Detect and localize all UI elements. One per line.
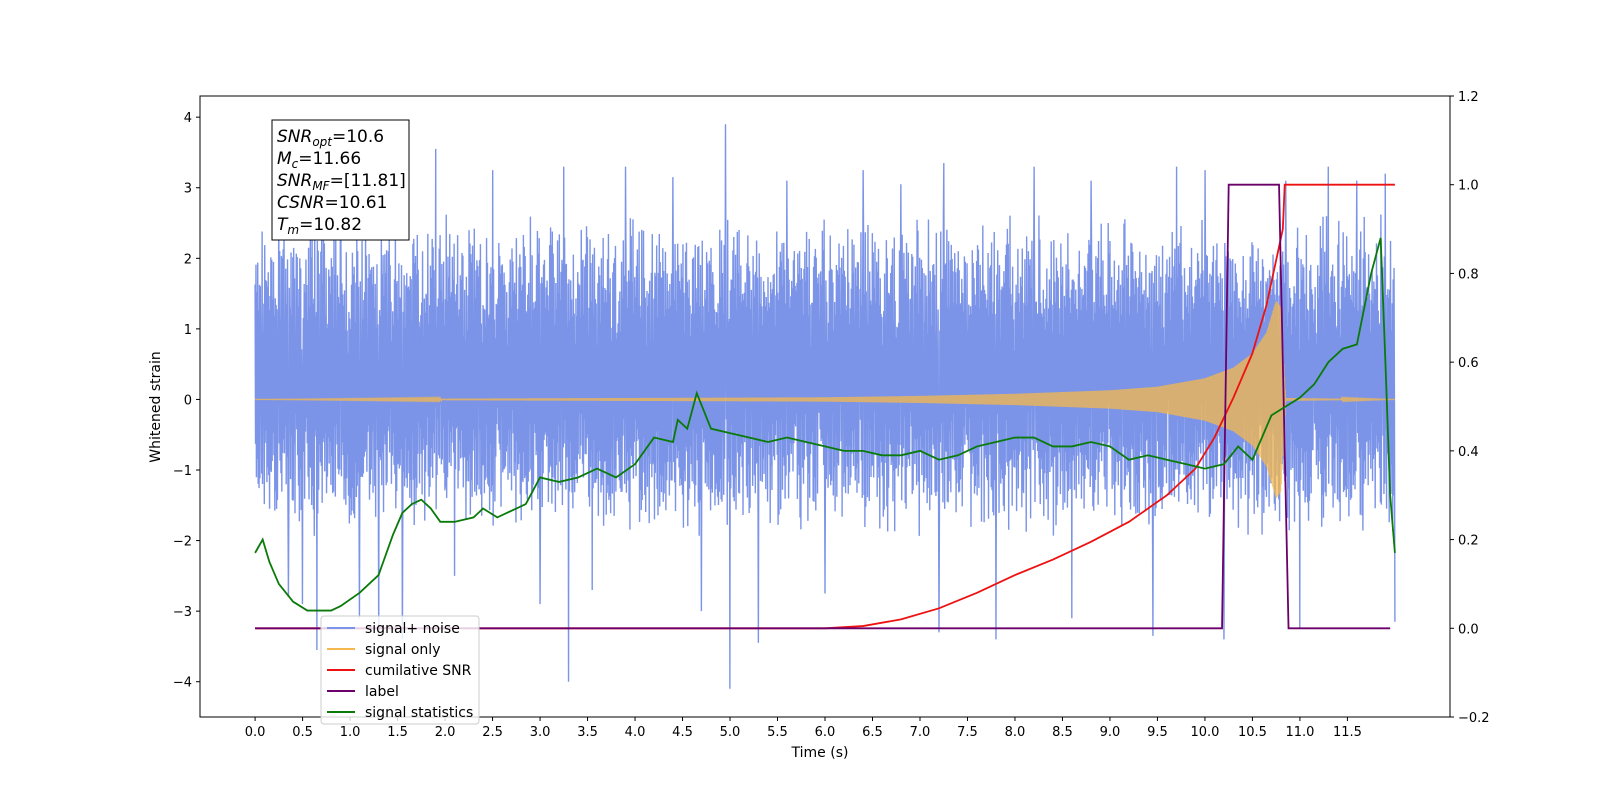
y-right-tick-label: 0.0 <box>1458 622 1479 637</box>
info-line: CSNR=10.61 <box>277 193 387 213</box>
y-left-tick-label: 3 <box>184 182 192 197</box>
x-tick-label: 0.5 <box>292 725 313 740</box>
info-box: SNRopt=10.6Mc=11.66SNRMF=[11.81]CSNR=10.… <box>271 119 410 241</box>
x-tick-label: 11.0 <box>1285 725 1314 740</box>
y-right-tick-label: 0.6 <box>1458 356 1479 371</box>
x-tick-label: 4.5 <box>672 725 693 740</box>
y-right-tick-label: 0.2 <box>1458 534 1479 549</box>
y-axis-label: Whitened strain <box>148 351 164 462</box>
x-tick-label: 10.0 <box>1190 725 1219 740</box>
y-right-tick-label: 1.0 <box>1458 179 1479 194</box>
x-axis-label: Time (s) <box>791 745 849 761</box>
info-line: Tm=10.82 <box>277 215 362 237</box>
x-tick-label: 6.5 <box>862 725 883 740</box>
x-tick-label: 7.0 <box>910 725 931 740</box>
series-label <box>255 183 1391 630</box>
x-tick-label: 5.0 <box>720 725 741 740</box>
legend-label: signal only <box>365 642 440 658</box>
y-left-tick-label: −4 <box>173 676 192 691</box>
legend-entry: signal only <box>327 642 440 658</box>
info-box-frame <box>271 119 410 241</box>
legend-entry: signal+ noise <box>327 621 460 637</box>
x-tick-label: 8.0 <box>1005 725 1026 740</box>
legend-frame <box>320 615 480 725</box>
series-signal-noise <box>254 124 1396 689</box>
x-tick-label: 4.0 <box>625 725 646 740</box>
y-axis-right: 1.2 1.0 0.8 0.6 0.4 0.2 0.0 −0.2 <box>1450 90 1490 726</box>
series-signal-statistics <box>254 237 1396 612</box>
legend-label: label <box>365 684 399 700</box>
legend-entry: cumilative SNR <box>327 663 472 679</box>
legend-label: signal+ noise <box>365 621 460 637</box>
x-tick-label: 0.0 <box>245 725 266 740</box>
info-line: SNRopt=10.6 <box>277 127 384 149</box>
y-axis-left: 4 3 2 1 0 −1 −2 −3 −4 <box>173 111 200 691</box>
x-tick-label: 3.0 <box>530 725 551 740</box>
legend-entry: signal statistics <box>327 705 473 721</box>
x-tick-label: 7.5 <box>957 725 978 740</box>
legend: signal+ noise signal only cumilative SNR la… <box>320 615 480 725</box>
x-tick-label: 9.0 <box>1100 725 1121 740</box>
y-right-tick-label: 1.2 <box>1458 90 1479 105</box>
series-cumilative-snr <box>255 183 1395 630</box>
legend-entry: label <box>327 684 399 700</box>
info-line: Mc=11.66 <box>277 149 361 171</box>
x-axis: 0.0 0.5 1.0 1.5 2.0 2.5 3.0 3.5 4.0 4.5 5.0 5.5 6.0 6… <box>245 717 1362 740</box>
y-left-tick-label: 1 <box>184 323 192 338</box>
x-tick-label: 9.5 <box>1147 725 1168 740</box>
x-tick-label: 5.5 <box>767 725 788 740</box>
y-left-tick-label: 4 <box>184 111 192 126</box>
x-tick-label: 8.5 <box>1052 725 1073 740</box>
info-line: SNRMF=[11.81] <box>277 171 406 193</box>
y-left-tick-label: 2 <box>184 252 192 267</box>
y-left-tick-label: −3 <box>173 605 192 620</box>
y-right-tick-label: 0.8 <box>1458 267 1479 282</box>
y-right-tick-label: 0.4 <box>1458 445 1479 460</box>
x-tick-label: 1.5 <box>387 725 408 740</box>
x-tick-label: 2.0 <box>435 725 456 740</box>
series-signal-only <box>255 301 1395 499</box>
legend-label: cumilative SNR <box>365 663 472 679</box>
y-left-tick-label: −2 <box>173 535 192 550</box>
y-left-tick-label: −1 <box>173 464 192 479</box>
x-tick-label: 2.5 <box>482 725 503 740</box>
y-right-tick-label: −0.2 <box>1458 711 1490 726</box>
x-tick-label: 6.0 <box>815 725 836 740</box>
x-tick-label: 10.5 <box>1238 725 1267 740</box>
y-left-tick-label: 0 <box>184 393 192 408</box>
legend-label: signal statistics <box>365 705 473 721</box>
x-tick-label: 3.5 <box>577 725 598 740</box>
x-tick-label: 1.0 <box>340 725 361 740</box>
x-tick-label: 11.5 <box>1333 725 1362 740</box>
